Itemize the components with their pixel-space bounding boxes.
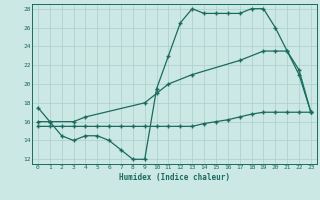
X-axis label: Humidex (Indice chaleur): Humidex (Indice chaleur) [119, 173, 230, 182]
